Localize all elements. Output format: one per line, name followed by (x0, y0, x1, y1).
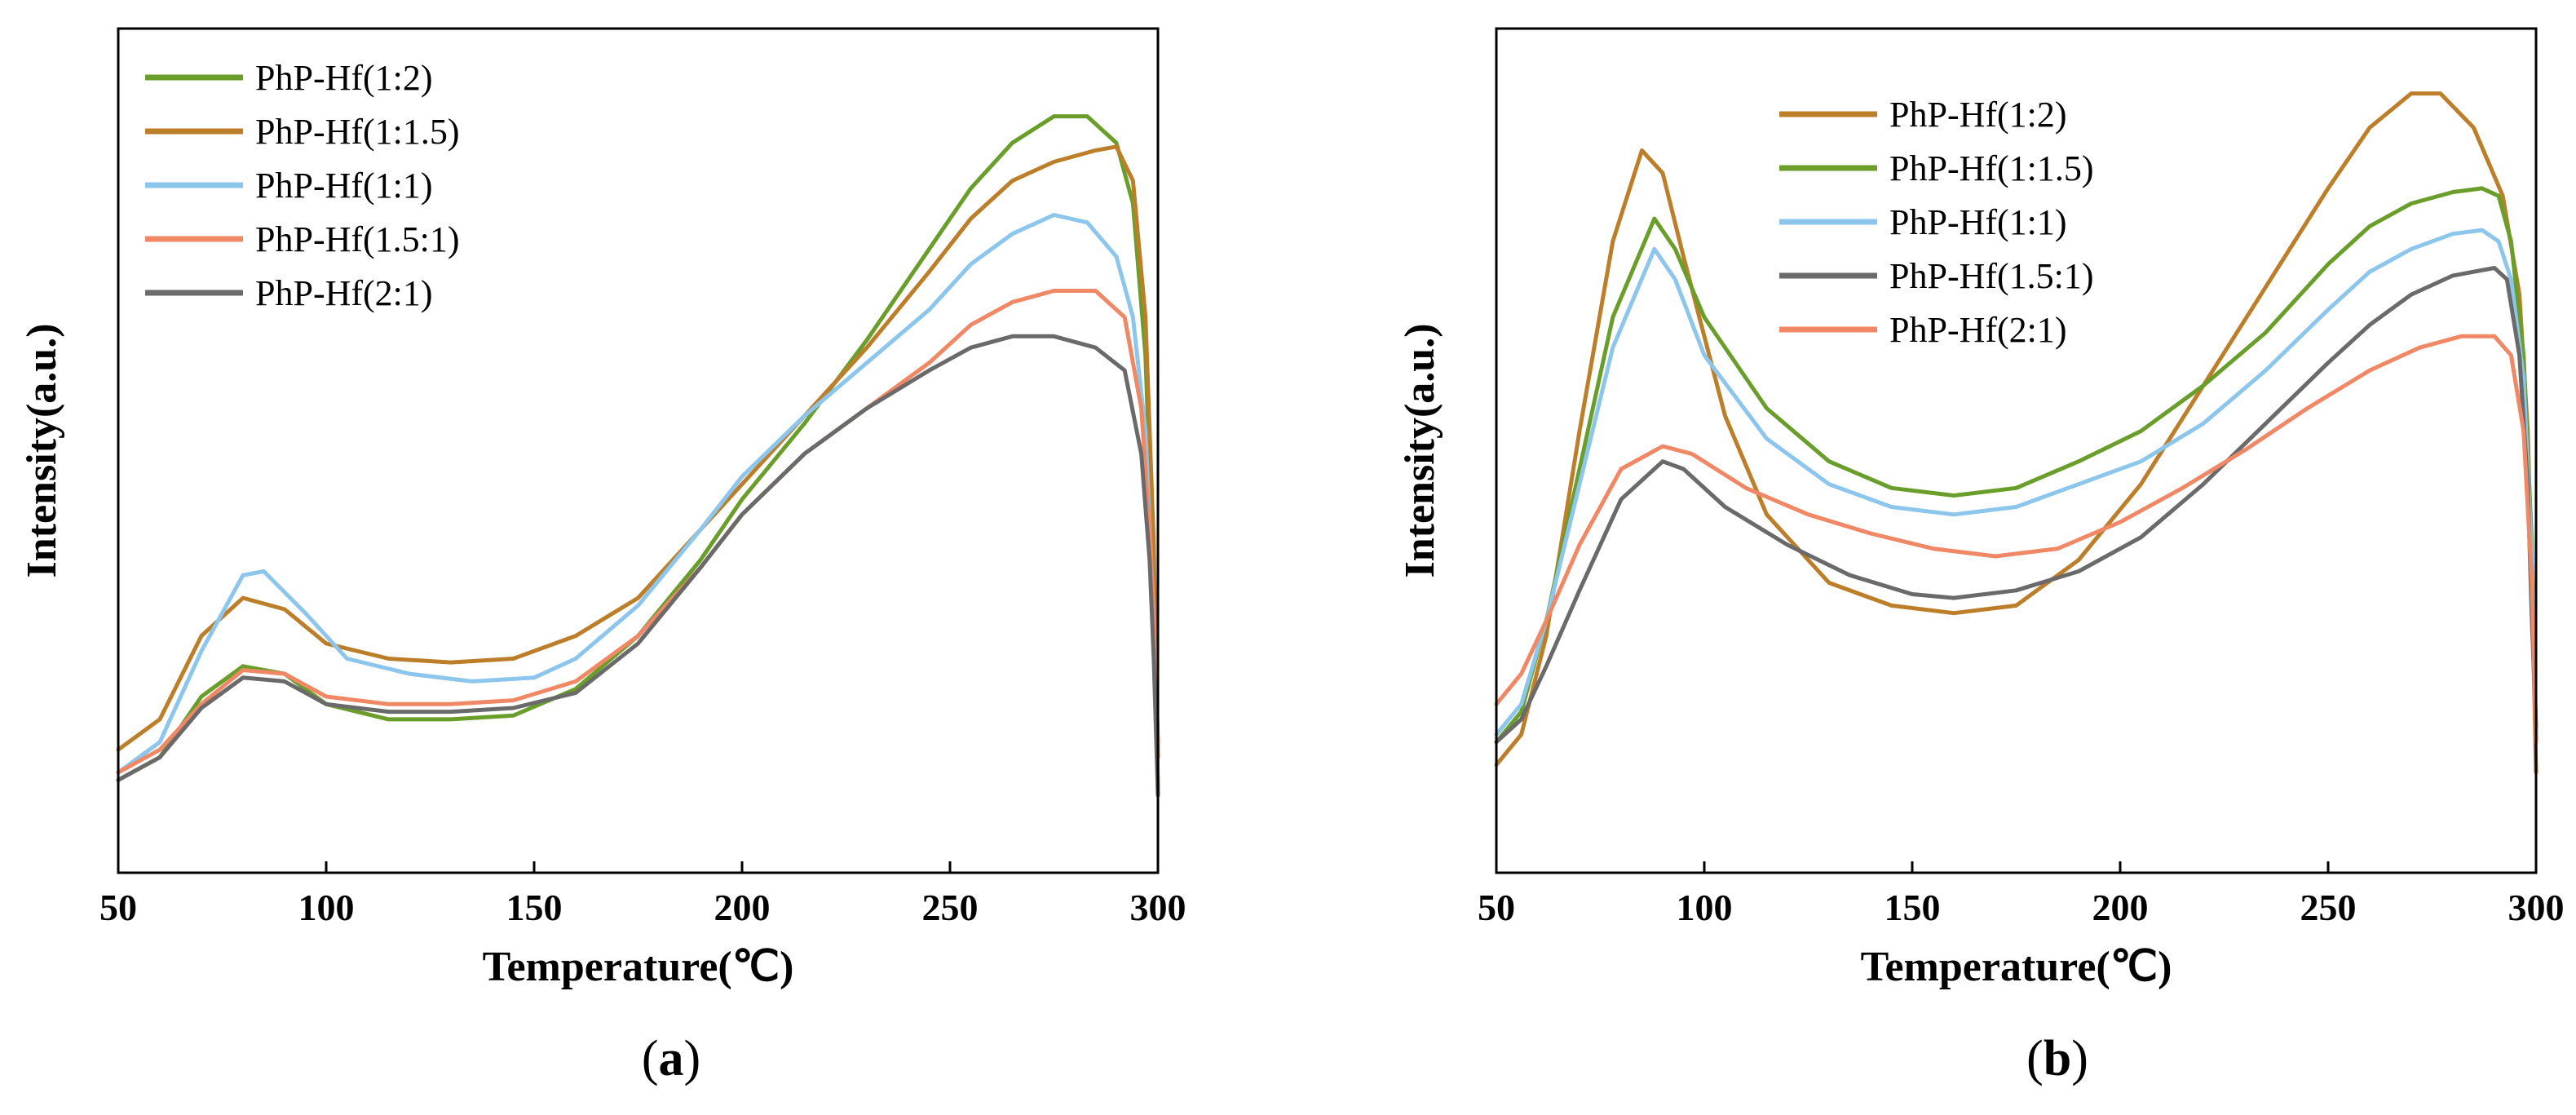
legend-label: PhP-Hf(1:2) (255, 58, 433, 98)
x-tick-label: 300 (2508, 887, 2565, 928)
chart-panel-b: 50 100 150 200 250 300 Temperature(℃) Intensity… (1397, 27, 2565, 1086)
series-line-4 (1494, 334, 2538, 745)
y-axis-title: Intensity(a.u.) (1397, 323, 1443, 577)
series-line-0 (1494, 91, 2538, 775)
x-tick-label: 50 (99, 887, 137, 928)
x-axis-title: Temperature(℃) (483, 944, 794, 990)
x-tick-label: 100 (298, 887, 355, 928)
chart-panel-a: 50 100 150 200 250 300 Temperature(℃) Intensity… (19, 27, 1186, 1086)
legend-label: PhP-Hf(1.5:1) (255, 219, 460, 259)
x-axis-title: Temperature(℃) (1861, 944, 2172, 990)
x-tick-label: 50 (1478, 887, 1515, 928)
y-axis-title: Intensity(a.u.) (19, 323, 65, 577)
legend-label: PhP-Hf(1:2) (1889, 95, 2067, 135)
series-line-4 (116, 334, 1160, 798)
legend-label: PhP-Hf(2:1) (255, 273, 433, 313)
x-tick-label: 250 (922, 887, 979, 928)
x-tick-label: 200 (2092, 887, 2149, 928)
x-tick-label: 250 (2300, 887, 2357, 928)
panel-label: (a) (642, 1031, 700, 1086)
legend: PhP-Hf(1:2) PhP-Hf(1:1.5) PhP-Hf(1:1) PhP-H… (1779, 95, 2094, 350)
x-tick-label: 200 (714, 887, 771, 928)
series-line-3 (116, 289, 1160, 775)
legend-label: PhP-Hf(1:1.5) (1889, 148, 2094, 188)
legend: PhP-Hf(1:2) PhP-Hf(1:1.5) PhP-Hf(1:1) PhP-H… (145, 58, 460, 313)
series-line-1 (1494, 186, 2538, 745)
plot-frame (1495, 27, 2538, 874)
legend-label: PhP-Hf(1:1) (255, 166, 433, 206)
series-line-0 (116, 114, 1160, 790)
legend-label: PhP-Hf(1:1) (1889, 202, 2067, 242)
x-tick-label: 150 (1885, 887, 1941, 928)
panel-label: (b) (2026, 1031, 2088, 1086)
series-line-2 (116, 213, 1160, 798)
x-tick-label: 300 (1130, 887, 1186, 928)
series-line-2 (1494, 228, 2538, 737)
legend-label: PhP-Hf(2:1) (1889, 310, 2067, 350)
x-tick-label: 100 (1677, 887, 1733, 928)
series-line-3 (1494, 266, 2538, 745)
plot-frame (117, 27, 1160, 874)
series-line-1 (116, 144, 1160, 759)
x-tick-label: 150 (506, 887, 563, 928)
legend-label: PhP-Hf(1.5:1) (1889, 256, 2094, 296)
legend-label: PhP-Hf(1:1.5) (255, 112, 460, 152)
